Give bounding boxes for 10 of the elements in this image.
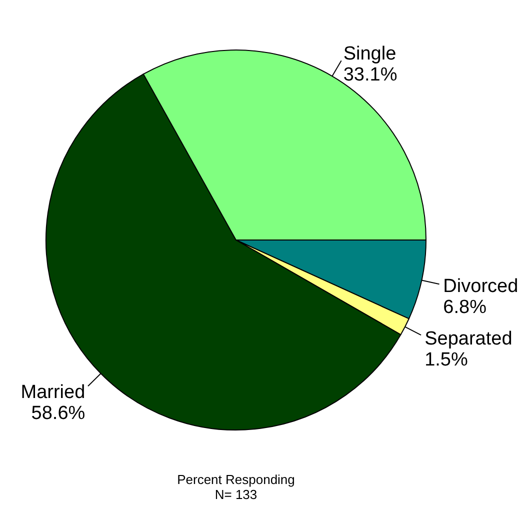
data-label: 1.5%: [424, 350, 468, 371]
slice-label: Separated: [424, 328, 512, 350]
slice-label: Divorced: [443, 276, 518, 297]
data-label: 33.1%: [343, 64, 398, 86]
slice-label: Single: [343, 44, 396, 65]
text: Percent Responding: [177, 472, 295, 487]
slice-label: Married: [20, 382, 86, 403]
text: N= 133: [214, 487, 258, 502]
data-label: 58.6%: [31, 402, 86, 424]
data-label: 6.8%: [443, 296, 487, 318]
